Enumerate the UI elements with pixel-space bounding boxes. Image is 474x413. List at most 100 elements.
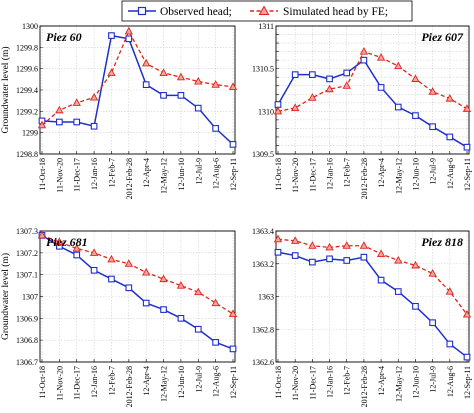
p3-xtick-label: 12-Sep-11 xyxy=(229,366,238,399)
p3-observed-point xyxy=(142,299,150,307)
p3-simulated-point xyxy=(228,309,238,318)
p4-ytick-label: 1362.8 xyxy=(252,325,274,334)
p3-observed-point xyxy=(194,325,202,333)
p2-ytick-label: 1309.5 xyxy=(252,150,274,159)
p3-ytick-label: 1307.1 xyxy=(16,271,38,280)
p2-simulated-point xyxy=(273,106,283,115)
p4-ytick-label: 1363.4 xyxy=(252,227,274,236)
p4-observed-point xyxy=(360,253,368,261)
p4-xtick-label: 12-May-12 xyxy=(394,366,403,402)
p2-simulated-point xyxy=(428,87,437,95)
p1-xtick-label: 12-Feb-7 xyxy=(107,158,116,187)
p2-xtick-label: 11-Dec-17 xyxy=(308,158,317,192)
p1-simulated-point xyxy=(228,82,238,90)
p3-simulated-point xyxy=(142,267,151,276)
p4-xtick-label: 12-Feb-7 xyxy=(343,366,352,395)
p4-observed-point xyxy=(274,248,282,256)
p3-observed-point xyxy=(108,275,115,283)
p1-simulated-point xyxy=(72,98,81,106)
p4-xtick-label: 11-Dec-17 xyxy=(308,366,317,400)
p2-xtick-label: 12-Jul-9 xyxy=(429,158,438,185)
p1-simulated-point xyxy=(176,72,186,81)
p2-xtick-label: 12-May-12 xyxy=(394,158,403,194)
p4-simulated-point xyxy=(291,236,300,244)
p1-y-axis-label: Groundwater level (m) xyxy=(0,46,11,133)
p3-xtick-label: 12-Aug-6 xyxy=(212,366,221,397)
p3-simulated-point xyxy=(194,287,203,296)
p3-xtick-label: 12-Jun-10 xyxy=(177,366,186,398)
p1-ytick-label: 1299.6 xyxy=(16,65,38,74)
p3-xtick-label: 11-Dec-17 xyxy=(73,366,82,400)
p1-xtick-label: 12-Jun-10 xyxy=(177,158,186,190)
panel-piez-681: 1306.7 1306.8 1306.9 1307 1307.1 1307.2 1307.3… xyxy=(0,227,238,407)
p2-observed-point xyxy=(463,143,471,151)
p1-xtick-label: 12-May-12 xyxy=(160,158,169,194)
p3-simulated-point xyxy=(176,281,186,289)
p4-xtick-label: 12-Aug-6 xyxy=(446,366,455,397)
p1-observed-point xyxy=(73,118,81,126)
p2-observed-point xyxy=(394,103,402,111)
p4-simulated-point xyxy=(394,255,403,264)
p2-observed-point xyxy=(377,84,385,91)
p3-xtick-label: 12-Feb-7 xyxy=(107,366,116,395)
p4-ytick-label: 1362.6 xyxy=(252,358,274,367)
p4-simulated-point xyxy=(411,260,420,269)
p2-simulated-point xyxy=(342,81,351,89)
p2-observed-point xyxy=(360,56,368,64)
p1-observed-point xyxy=(194,104,202,112)
panel-piez-60: 1298.8 1299 1299.2 1299.4 1299.6 1299.8 1300 11… xyxy=(0,22,238,199)
p4-simulated-point xyxy=(376,249,386,257)
p1-simulated-point xyxy=(194,76,203,85)
p4-simulated-point xyxy=(359,241,369,249)
p1-xtick-label: 11-Nov-20 xyxy=(55,158,64,193)
p4-simulated-point xyxy=(342,241,351,249)
p3-simulated-point xyxy=(107,254,116,263)
p1-observed-point xyxy=(108,32,115,39)
p1-xtick-label: 12-Apr-4 xyxy=(142,158,151,188)
p4-simulated-point xyxy=(445,287,454,295)
p4-xtick-label: 12-Apr-4 xyxy=(377,366,386,396)
p1-simulated-point xyxy=(211,80,220,88)
p3-observed-point xyxy=(90,266,98,274)
p2-xtick-label: 11-Oct-18 xyxy=(274,158,283,191)
p3-panel-title: Piez 681 xyxy=(46,235,88,249)
p2-simulated-point xyxy=(359,47,369,55)
p1-ytick-label: 1300 xyxy=(22,22,38,31)
legend-observed-marker xyxy=(137,6,147,16)
p4-xtick-label: 12-Jan-16 xyxy=(326,366,335,398)
p3-ytick-label: 1306.8 xyxy=(16,336,38,345)
p4-simulated-point xyxy=(273,234,283,243)
p2-xtick-label: 12-Sep-11 xyxy=(463,158,472,191)
legend-simulated-marker xyxy=(258,5,270,15)
p1-xtick-label: 12-Sep-11 xyxy=(229,158,238,191)
p3-xtick-label: 12-May-12 xyxy=(160,366,169,402)
p2-simulated-point xyxy=(325,84,334,93)
p4-xtick-label: 11-Nov-20 xyxy=(291,366,300,401)
p1-simulated-point xyxy=(37,120,47,129)
p3-xtick-label: 12-Apr-4 xyxy=(142,366,151,396)
p2-observed-point xyxy=(309,71,316,78)
p1-observed-point xyxy=(229,141,237,148)
p3-simulated-point xyxy=(124,259,133,267)
p3-observed-point xyxy=(160,306,167,313)
p3-ytick-label: 1307.3 xyxy=(16,227,38,236)
p2-observed-point xyxy=(412,112,419,119)
p4-observed-point xyxy=(309,258,316,266)
p4-observed-point xyxy=(343,257,351,264)
p1-observed-point xyxy=(142,81,150,89)
p2-xtick-label: 12-Apr-4 xyxy=(377,158,386,188)
p1-observed-point xyxy=(177,91,185,99)
p3-ytick-label: 1306.7 xyxy=(16,358,38,367)
p2-ytick-label: 1310.5 xyxy=(252,65,274,74)
p2-observed-point xyxy=(291,71,299,78)
legend-observed-label: Observed head; xyxy=(160,6,232,18)
p1-xtick-label: 11-Oct-18 xyxy=(38,158,47,191)
p3-y-axis-label: Groundwater level (m) xyxy=(0,253,11,340)
p2-simulated-point xyxy=(462,104,472,112)
p2-xtick-label: 12-Feb-7 xyxy=(343,158,352,187)
p3-observed-point xyxy=(212,338,219,346)
p3-xtick-label: 12-Jan-16 xyxy=(90,366,99,398)
p3-ytick-label: 1306.9 xyxy=(16,314,38,323)
p1-xtick-label: 2012-Feb-28 xyxy=(125,158,134,199)
